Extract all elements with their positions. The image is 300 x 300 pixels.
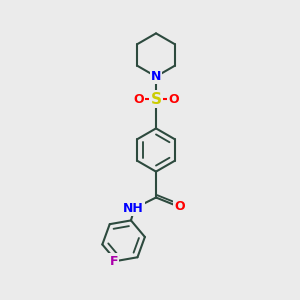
Text: N: N <box>151 70 161 83</box>
Text: O: O <box>168 93 178 106</box>
Text: O: O <box>175 200 185 213</box>
Text: S: S <box>151 92 161 107</box>
Text: NH: NH <box>122 202 143 215</box>
Text: F: F <box>110 254 118 268</box>
Text: O: O <box>134 93 144 106</box>
